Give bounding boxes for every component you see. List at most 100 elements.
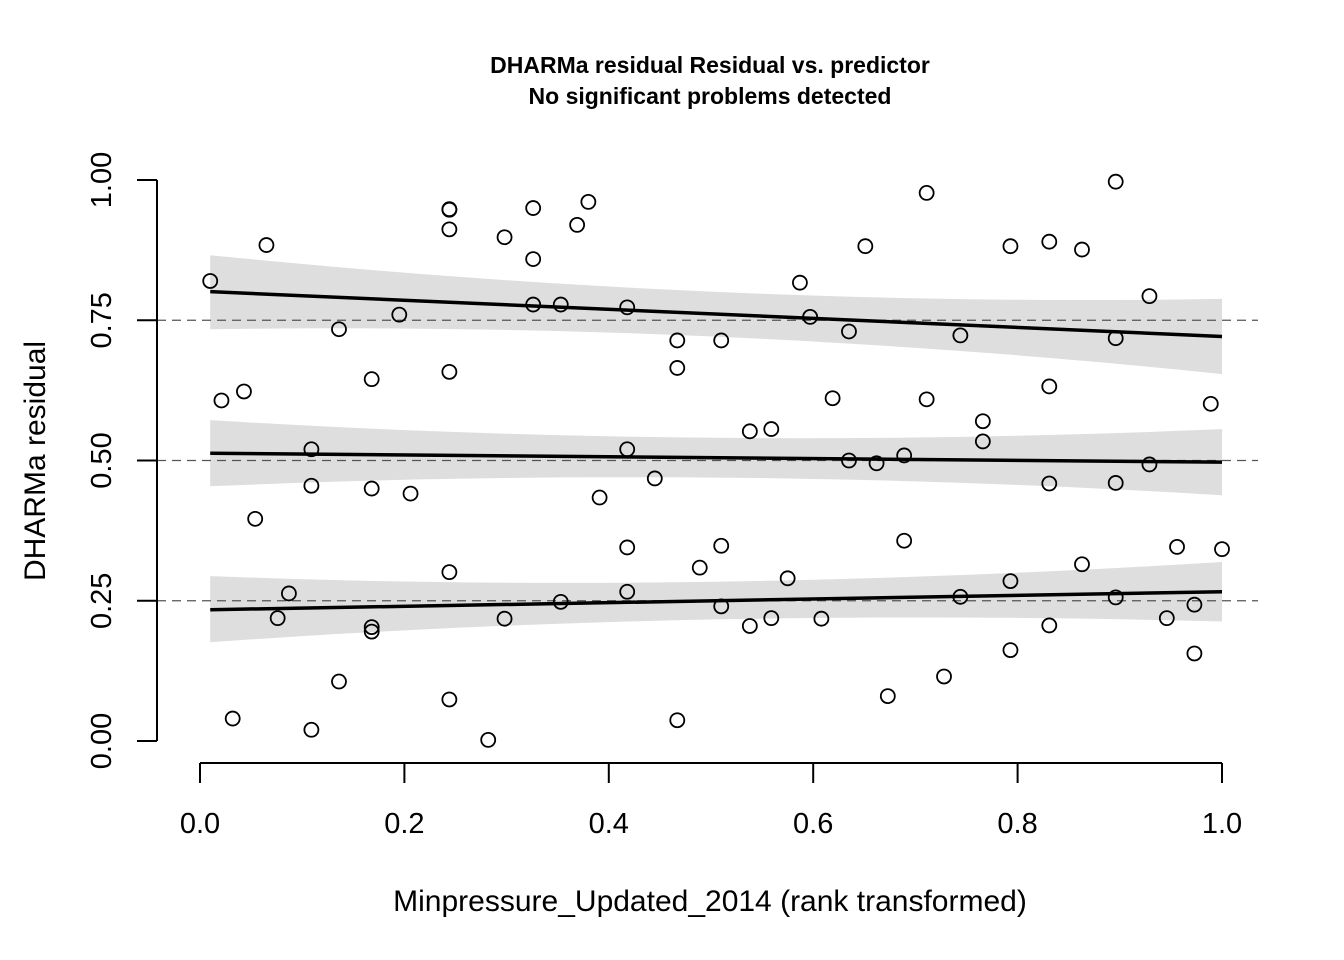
y-tick-label: 0.00 <box>86 713 118 769</box>
data-point <box>841 452 857 469</box>
data-point <box>391 306 408 323</box>
data-point <box>496 229 513 246</box>
data-point <box>619 539 636 556</box>
data-point <box>802 308 819 325</box>
data-point <box>713 537 730 554</box>
data-point <box>236 383 252 400</box>
data-point <box>552 593 569 610</box>
y-tick-label: 0.25 <box>86 573 118 629</box>
data-point <box>918 391 935 408</box>
data-point <box>1041 233 1058 250</box>
data-point <box>741 423 758 440</box>
chart-title: DHARMa residual Residual vs. predictor <box>490 52 930 78</box>
data-point <box>1169 538 1185 555</box>
data-point <box>269 610 286 627</box>
data-point <box>480 731 497 748</box>
data-point <box>1186 645 1203 662</box>
data-point <box>1002 573 1019 590</box>
data-point <box>952 327 969 344</box>
data-point <box>1141 456 1158 473</box>
data-point <box>1041 378 1058 395</box>
data-point <box>363 371 380 388</box>
x-tick-label: 1.0 <box>1202 808 1242 840</box>
data-point <box>1141 288 1158 305</box>
data-point <box>441 221 458 238</box>
chart-subtitle: No significant problems detected <box>529 83 892 109</box>
data-point <box>713 598 730 615</box>
data-point <box>879 688 896 705</box>
quantile-fit-line-q0.75 <box>210 289 1223 339</box>
data-point <box>525 251 542 268</box>
data-point <box>224 710 241 727</box>
data-point <box>1186 596 1203 613</box>
x-tick-label: 0.6 <box>793 808 833 840</box>
data-point <box>813 610 830 627</box>
data-point <box>1107 589 1124 606</box>
data-point <box>974 413 991 430</box>
data-point <box>363 480 380 497</box>
data-point <box>974 433 991 450</box>
quantile-fit-line-q0.5 <box>210 451 1223 464</box>
data-point <box>857 238 874 255</box>
data-point <box>713 332 730 349</box>
data-point <box>779 570 796 587</box>
data-point <box>525 296 542 313</box>
data-point <box>792 274 808 291</box>
data-point <box>619 583 636 600</box>
data-point <box>441 201 458 218</box>
data-point <box>441 691 458 708</box>
data-point <box>1041 475 1058 492</box>
data-point <box>303 441 320 458</box>
data-point <box>763 610 780 627</box>
data-point <box>363 619 380 636</box>
data-point <box>247 510 264 527</box>
data-point <box>741 618 758 634</box>
data-point <box>1214 541 1230 558</box>
data-point <box>896 532 913 549</box>
data-point <box>841 323 857 340</box>
data-point <box>258 237 275 253</box>
data-point <box>619 299 636 316</box>
x-axis: 0.0 0.2 0.4 0.6 0.8 1.0 <box>180 762 1242 840</box>
data-point <box>1202 395 1219 412</box>
data-point <box>669 332 686 349</box>
data-point <box>868 455 885 472</box>
y-axis: 0.00 0.25 0.50 0.75 1.00 <box>86 152 158 769</box>
data-point <box>1107 330 1124 347</box>
data-point <box>1002 238 1019 255</box>
data-point <box>1107 173 1124 190</box>
x-tick-label: 0.2 <box>384 808 424 840</box>
data-point <box>918 185 935 201</box>
data-point <box>619 441 636 458</box>
data-point <box>763 421 780 437</box>
data-point <box>1074 556 1090 573</box>
y-axis-label: DHARMa residual <box>19 341 52 581</box>
data-point <box>552 296 569 313</box>
data-point <box>303 477 320 494</box>
data-point <box>1041 617 1058 634</box>
data-point <box>402 485 419 502</box>
data-point <box>896 447 913 464</box>
data-point <box>303 721 320 738</box>
x-tick-label: 0.8 <box>997 808 1037 840</box>
data-point <box>669 712 686 729</box>
data-point <box>441 564 458 581</box>
x-tick-label: 0.0 <box>180 808 220 840</box>
data-point <box>331 673 347 690</box>
data-points <box>202 173 1230 748</box>
data-point <box>952 588 969 605</box>
data-point <box>569 216 586 233</box>
data-point <box>591 489 608 506</box>
data-point <box>363 623 380 640</box>
data-point <box>1158 610 1175 627</box>
y-tick-label: 1.00 <box>86 152 118 208</box>
y-tick-label: 0.50 <box>86 432 118 488</box>
data-point <box>646 470 663 487</box>
data-point <box>496 610 513 627</box>
data-point <box>936 668 952 685</box>
data-point <box>1002 642 1019 659</box>
data-point <box>281 585 297 602</box>
data-point <box>441 363 458 380</box>
data-point <box>669 360 686 376</box>
